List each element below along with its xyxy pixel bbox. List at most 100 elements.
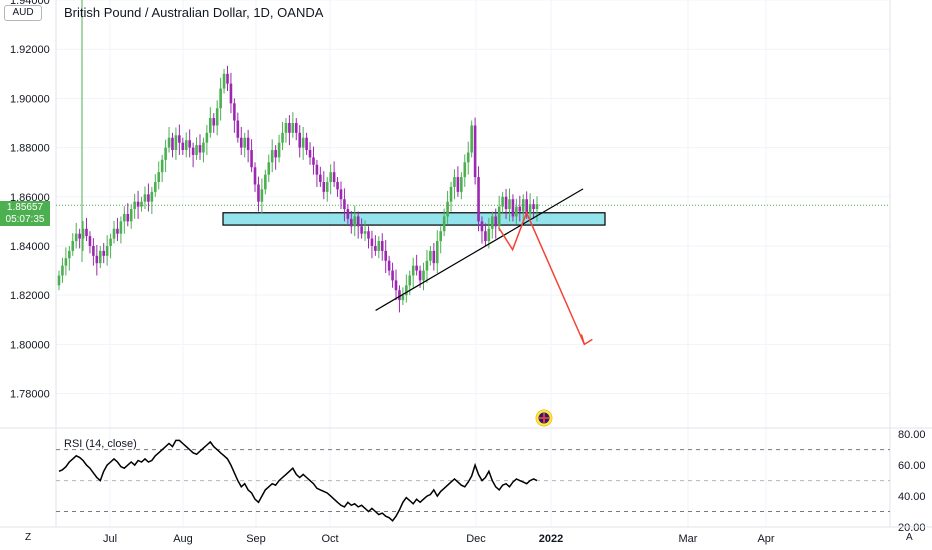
candle-body [415, 265, 418, 271]
candle-body [470, 125, 473, 153]
candle-body [305, 137, 308, 151]
candle-body [119, 221, 123, 234]
candle-body [336, 182, 339, 190]
rsi-tick-label: 40.00 [898, 491, 926, 503]
candle-body [497, 206, 501, 227]
time-tick-label: Jul [103, 533, 117, 545]
candle-body [260, 189, 264, 202]
candle-body [57, 275, 61, 286]
candle-body [473, 125, 477, 178]
rsi-tick-label: 80.00 [898, 429, 926, 441]
candle-body [277, 142, 281, 158]
candle-body [264, 174, 267, 190]
uk-flag-icon[interactable] [535, 409, 553, 427]
currency-unit-badge[interactable]: AUD [4, 5, 42, 21]
candle-body [418, 270, 422, 281]
candle-body [178, 135, 181, 143]
candle-body [239, 137, 243, 148]
candle-body [384, 250, 387, 261]
zoom-reset-button[interactable]: Z [25, 532, 32, 543]
time-tick-label: Sep [246, 533, 266, 545]
price-tick-label: 1.90000 [10, 93, 50, 105]
candle-body [449, 186, 453, 202]
candle-body [164, 147, 167, 160]
price-tick-label: 1.86000 [10, 192, 50, 204]
candle-body [298, 132, 302, 148]
candle-body [274, 150, 277, 158]
price-tick-label: 1.94000 [10, 0, 50, 7]
candle-body [85, 228, 88, 237]
candle-body [329, 172, 332, 183]
candle-body [222, 73, 226, 89]
candle-body [294, 122, 298, 133]
time-axis[interactable]: Jul Aug Sep Oct Dec 2022 Mar Apr [103, 533, 775, 545]
chart-title: British Pound / Australian Dollar, 1D, O… [64, 5, 324, 20]
candle-body [360, 226, 363, 234]
candle-body [116, 228, 119, 234]
candle-body [109, 238, 112, 246]
support-zone-rect [222, 212, 606, 226]
candlestick-series [57, 0, 539, 313]
price-tick-label: 1.88000 [10, 143, 50, 155]
time-tick-label: 2022 [539, 533, 563, 545]
candle-body [521, 199, 525, 212]
candle-body [270, 150, 274, 163]
candle-body [370, 238, 374, 246]
drawings [375, 188, 593, 346]
candle-body [466, 152, 470, 163]
candle-body [184, 140, 188, 151]
candle-body [129, 209, 133, 222]
rsi-tick-label: 20.00 [898, 522, 926, 534]
price-tick-label: 1.92000 [10, 44, 50, 56]
candle-body [78, 233, 81, 239]
candle-body [346, 209, 350, 219]
candle-body [490, 216, 494, 229]
candle-body [61, 265, 64, 276]
time-tick-label: Aug [173, 533, 193, 545]
candle-body [380, 241, 384, 251]
candle-body [291, 122, 295, 133]
current-price-label: 1.85657 [0, 201, 50, 214]
candle-body [71, 241, 75, 251]
candle-body [377, 241, 381, 251]
candle-body [504, 196, 508, 210]
candle-body [143, 194, 147, 202]
candle-body [350, 218, 353, 227]
candle-body [74, 233, 78, 242]
candle-body [95, 255, 99, 264]
candle-body [319, 174, 322, 183]
rsi-pane [56, 439, 890, 522]
candle-body [112, 228, 116, 239]
candle-body [160, 159, 164, 173]
candle-body [233, 103, 236, 121]
trend-line [375, 188, 584, 311]
candle-body [401, 295, 405, 301]
candle-body [315, 164, 319, 175]
candle-body [456, 177, 460, 192]
support-zone [222, 212, 606, 226]
candle-body [405, 285, 408, 296]
candle-body [81, 228, 85, 239]
candle-body [312, 157, 315, 165]
candle-body [257, 184, 260, 202]
candle-body [181, 142, 185, 151]
candle-body [250, 150, 253, 168]
candle-body [301, 137, 305, 148]
candle-body [435, 241, 439, 264]
candle-body [212, 118, 216, 126]
candle-body [356, 216, 360, 227]
candle-body [157, 172, 161, 183]
rsi-label[interactable]: RSI (14, close) [64, 438, 137, 450]
candle-body [425, 260, 429, 271]
candle-body [460, 177, 463, 192]
rsi-line [58, 439, 538, 522]
auto-scale-button[interactable]: A [906, 532, 913, 543]
candle-body [535, 204, 539, 210]
candle-body [236, 120, 240, 138]
candle-body [325, 182, 329, 192]
price-axis[interactable]: 1.94000 1.92000 1.90000 1.88000 1.86000 1.840… [10, 0, 926, 534]
candle-body [126, 214, 130, 222]
candle-body [198, 145, 202, 153]
candle-body [477, 177, 480, 222]
